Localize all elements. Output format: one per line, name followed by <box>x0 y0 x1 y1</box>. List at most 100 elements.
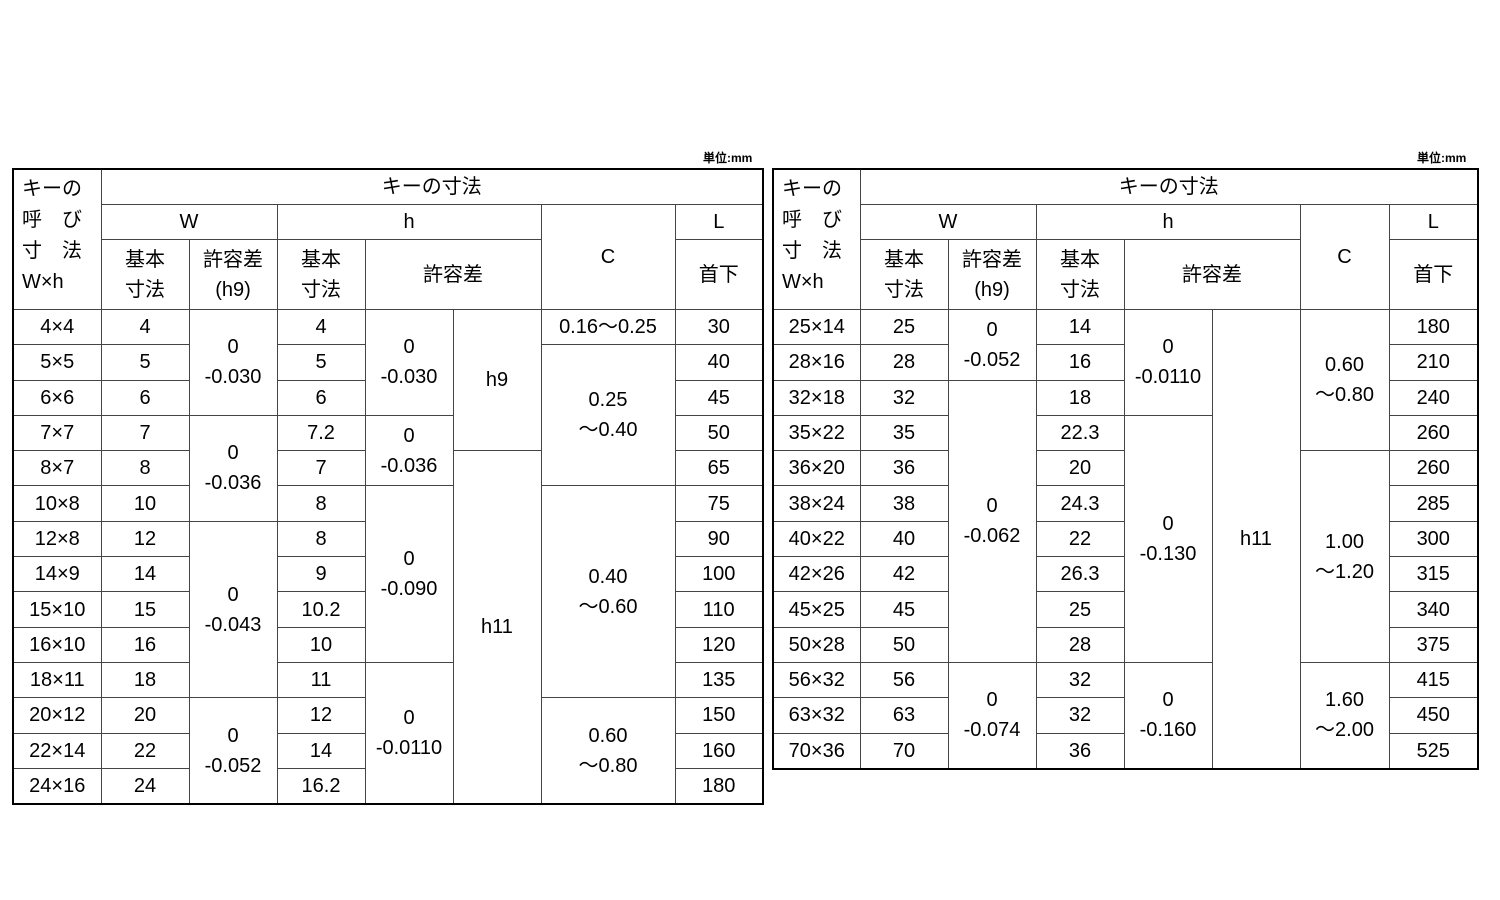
w-basic-cell-text: 45 <box>892 598 916 621</box>
h-tolerance-cell: 0 -0.0110 <box>1123 309 1213 416</box>
table-row: 5×5 5 5 0.25 〜0.40 40 <box>12 344 764 487</box>
w-tolerance-cell-text: -0.052 <box>204 754 262 777</box>
l-cell: 260 <box>1388 414 1479 452</box>
table-row: 35×22 35 22.3 0 -0.130 260 <box>772 414 1479 663</box>
c-cell-text: 0.60 <box>1325 354 1364 377</box>
c-cell: 0.40 〜0.60 <box>540 485 676 699</box>
nominal-size-cell: 24×16 <box>12 767 102 805</box>
l-cell: 40 <box>674 344 764 381</box>
w-basic-cell: 18 <box>100 661 190 699</box>
header-h-tolerance: 許容差 <box>364 239 542 310</box>
h-tolerance-cell-text: -0.030 <box>380 366 438 389</box>
h-basic-cell-text: 28 <box>1068 633 1092 656</box>
h-basic-cell: 6 <box>276 379 366 416</box>
header-nominal-size-text: 呼 び <box>782 209 842 231</box>
w-tolerance-cell: 0 -0.030 <box>188 309 278 416</box>
h-tolerance-cell-text: -0.0110 <box>1134 366 1202 389</box>
nominal-size-cell-text: 42×26 <box>788 563 845 586</box>
w-tolerance-cell-text: 0 <box>986 689 998 712</box>
c-cell: 1.60 〜2.00 <box>1299 661 1390 770</box>
header-w-basic-text: 寸法 <box>884 278 924 301</box>
h-basic-cell-text: 14 <box>309 739 333 762</box>
w-basic-cell: 12 <box>100 520 190 558</box>
h-basic-cell: 36 <box>1035 732 1125 770</box>
w-tolerance-cell-text: -0.036 <box>204 472 262 495</box>
h-tolerance-cell-text: 0 <box>1162 689 1174 712</box>
h-basic-cell-text: 8 <box>315 492 327 515</box>
header-w: W <box>859 204 1037 240</box>
w-basic-cell-text: 20 <box>133 704 157 727</box>
nominal-size-cell-text: 38×24 <box>788 492 845 515</box>
h-basic-cell: 4 <box>276 308 366 346</box>
nominal-size-cell: 70×36 <box>772 732 861 770</box>
l-cell: 30 <box>674 308 764 346</box>
c-cell-text: 〜0.80 <box>578 754 638 777</box>
w-basic-cell: 4 <box>100 308 190 346</box>
h-basic-cell-text: 20 <box>1068 457 1092 480</box>
h-tolerance-class-cell-text: h9 <box>485 369 509 392</box>
w-tolerance-cell-text: 0 <box>227 724 239 747</box>
nominal-size-cell-text: 35×22 <box>788 422 845 445</box>
w-basic-cell: 20 <box>100 697 190 734</box>
l-cell: 210 <box>1388 344 1479 381</box>
w-basic-cell: 6 <box>100 379 190 416</box>
nominal-size-cell: 28×16 <box>772 344 861 381</box>
w-basic-cell: 35 <box>859 414 949 452</box>
nominal-size-cell: 50×28 <box>772 626 861 663</box>
h-basic-cell: 24.3 <box>1035 485 1125 522</box>
table-row: 63×32 63 32 450 <box>772 697 1479 734</box>
header-c-text: C <box>600 246 616 268</box>
h-tolerance-cell-text: -0.0110 <box>375 737 443 760</box>
header-h-basic-text: 寸法 <box>1060 278 1100 301</box>
l-cell-text: 90 <box>707 527 730 550</box>
l-cell-text: 160 <box>702 739 736 762</box>
table-row: 16×10 16 10 120 <box>12 626 764 663</box>
header-nominal-size-text: 呼 び <box>22 209 82 231</box>
h-basic-cell: 16.2 <box>276 767 366 805</box>
nominal-size-cell-text: 14×9 <box>34 563 80 586</box>
h-basic-cell: 12 <box>276 697 366 734</box>
header-w: W <box>100 204 278 240</box>
table-row: 12×8 12 0 -0.043 8 90 <box>12 520 764 699</box>
h-basic-cell: 32 <box>1035 661 1125 699</box>
nominal-size-cell: 16×10 <box>12 626 102 663</box>
nominal-size-cell-text: 32×18 <box>788 386 845 409</box>
h-basic-cell-text: 11 <box>310 669 332 692</box>
l-cell-text: 150 <box>702 704 736 727</box>
l-cell-text: 110 <box>702 598 735 621</box>
w-tolerance-cell-text: -0.052 <box>963 348 1021 371</box>
w-tolerance-cell-text: -0.030 <box>204 366 262 389</box>
c-cell: 1.00 〜1.20 <box>1299 450 1390 663</box>
w-basic-cell-text: 35 <box>892 422 916 445</box>
h-tolerance-cell-text: -0.036 <box>380 454 438 477</box>
nominal-size-cell: 63×32 <box>772 697 861 734</box>
w-basic-cell-text: 18 <box>133 669 157 692</box>
w-basic-cell-text: 8 <box>139 457 151 480</box>
l-cell: 260 <box>1388 450 1479 487</box>
header-nominal-size: キーの呼 び寸 法 W×h <box>772 168 861 310</box>
nominal-size-cell: 32×18 <box>772 379 861 416</box>
h-tolerance-cell-text: 0 <box>403 548 415 571</box>
l-cell-text: 40 <box>707 351 730 374</box>
h-tolerance-cell-text: -0.130 <box>1139 542 1197 565</box>
h-basic-cell-text: 10 <box>309 633 333 656</box>
w-basic-cell: 50 <box>859 626 949 663</box>
h-tolerance-cell: 0 -0.090 <box>364 485 454 663</box>
w-tolerance-cell-text: 0 <box>986 495 998 518</box>
header-l: L <box>674 204 764 240</box>
header-h-text: h <box>403 211 415 233</box>
nominal-size-cell: 4×4 <box>12 308 102 346</box>
w-tolerance-cell-text: -0.074 <box>963 719 1021 742</box>
nominal-size-cell: 38×24 <box>772 485 861 522</box>
table-row: 7×7 7 0 -0.036 7.2 0 -0.036 50 <box>12 414 764 522</box>
nominal-size-cell: 42×26 <box>772 556 861 593</box>
nominal-size-cell-text: 45×25 <box>788 598 845 621</box>
header-w-basic: 基本 寸法 <box>100 239 190 310</box>
table-row: 45×25 45 25 340 <box>772 591 1479 628</box>
table-row: 6×6 6 6 45 <box>12 379 764 416</box>
h-basic-cell-text: 16 <box>1068 351 1092 374</box>
header-l-under-head-text: 首下 <box>1413 263 1454 286</box>
l-cell-text: 210 <box>1416 351 1450 374</box>
l-cell: 110 <box>674 591 764 628</box>
header-w-tolerance: 許容差 (h9) <box>188 239 278 310</box>
